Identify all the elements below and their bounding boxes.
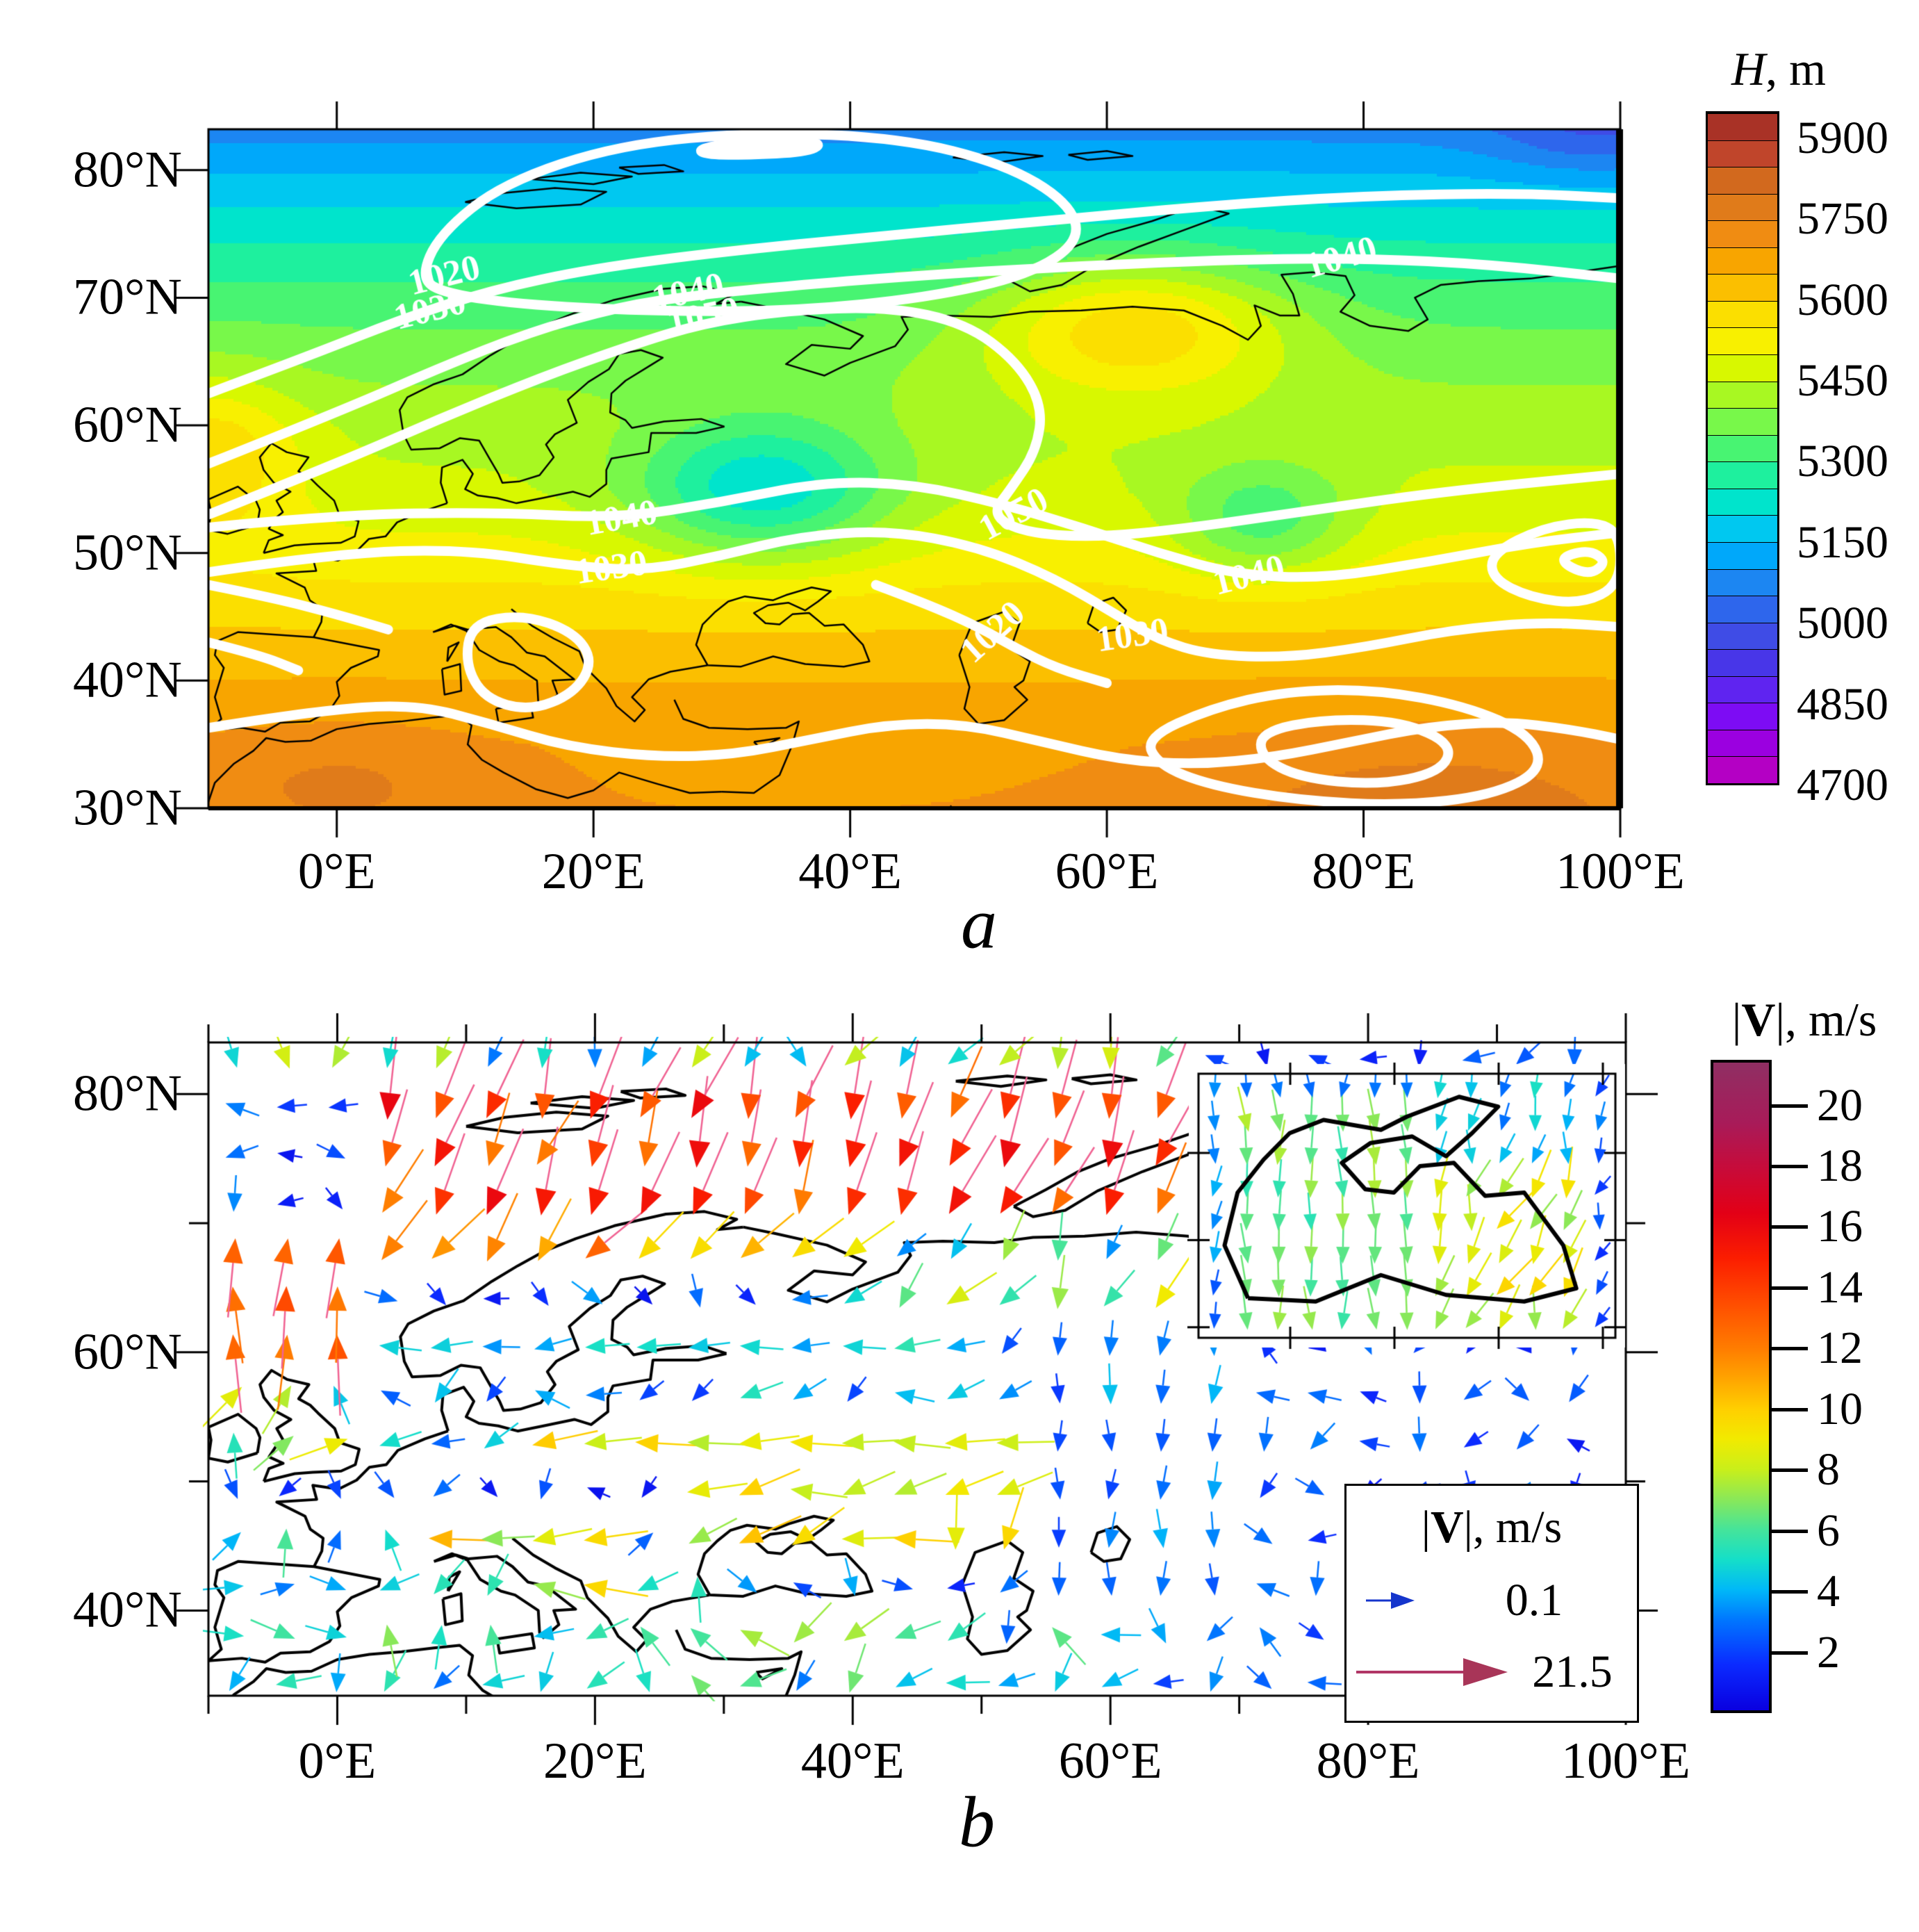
- vector-scale-legend: |V|, m/s 0.1 21.5: [1344, 1484, 1639, 1723]
- colorbar-a-segment: [1708, 488, 1777, 516]
- colorbar-a-segment: [1708, 354, 1777, 382]
- lat-tick-label: 70°N: [72, 268, 182, 326]
- colorbar-b-title: |V|, m/s: [1732, 992, 1877, 1047]
- colorbar-b-title-var: |V|: [1731, 993, 1786, 1046]
- colorbar-a-tick-label: 5600: [1797, 274, 1888, 325]
- lat-tick-label: 60°N: [72, 396, 182, 454]
- colorbar-a-segment: [1708, 140, 1777, 167]
- colorbar-a-segment: [1708, 408, 1777, 435]
- colorbar-b-tick-label: 18: [1817, 1140, 1863, 1192]
- colorbar-b-tick: [1772, 1407, 1808, 1411]
- colorbar-a-segment: [1708, 434, 1777, 462]
- colorbar-b-tick: [1772, 1651, 1808, 1655]
- lon-tick-label: 40°E: [800, 1733, 905, 1790]
- colorbar-a-tick-label: 5750: [1797, 193, 1888, 245]
- lon-tick-label: 60°E: [1055, 843, 1159, 900]
- lon-tick-label: 0°E: [297, 843, 376, 900]
- lon-tick-label: 80°E: [1312, 843, 1415, 900]
- colorbar-a: [1706, 111, 1779, 785]
- colorbar-b-tick: [1772, 1347, 1808, 1351]
- lon-tick-label: 100°E: [1556, 843, 1685, 900]
- panel-a-letter: a: [961, 883, 997, 964]
- colorbar-a-tick-label: 5900: [1797, 112, 1888, 163]
- colorbar-a-segment: [1708, 220, 1777, 247]
- colorbar-a-segment: [1708, 729, 1777, 757]
- colorbar-a-segment: [1708, 300, 1777, 328]
- legend-value-min: 0.1: [1505, 1575, 1563, 1626]
- legend-title-unit: , m/s: [1472, 1502, 1563, 1553]
- lon-tick-label: 20°E: [541, 843, 645, 900]
- colorbar-a-tick-label: 5000: [1797, 598, 1888, 649]
- lat-tick-label: 40°N: [72, 1581, 182, 1639]
- lon-tick-label: 60°E: [1058, 1733, 1162, 1790]
- colorbar-b-title-unit: , m/s: [1785, 993, 1877, 1046]
- colorbar-a-segment: [1708, 113, 1777, 140]
- colorbar-a-segment: [1708, 622, 1777, 650]
- colorbar-a-segment: [1708, 274, 1777, 301]
- lat-tick-label: 30°N: [72, 779, 182, 837]
- colorbar-b-tick: [1772, 1590, 1808, 1594]
- legend-title: |V|, m/s: [1421, 1502, 1563, 1553]
- legend-arrow-small-icon: [1366, 1592, 1415, 1609]
- colorbar-b-tick: [1772, 1165, 1808, 1169]
- colorbar-a-title-var: H: [1731, 42, 1766, 95]
- colorbar-a-tick-label: 5150: [1797, 516, 1888, 568]
- colorbar-b-tick-label: 2: [1817, 1626, 1840, 1678]
- colorbar-a-segment: [1708, 327, 1777, 354]
- colorbar-a-segment: [1708, 676, 1777, 703]
- colorbar-b: [1711, 1060, 1772, 1713]
- colorbar-b-tick: [1772, 1286, 1808, 1290]
- colorbar-a-segment: [1708, 515, 1777, 542]
- colorbar-a-segment: [1708, 167, 1777, 194]
- panel-b-letter: b: [959, 1782, 995, 1863]
- lon-tick-label: 40°E: [798, 843, 903, 900]
- lon-tick-label: 80°E: [1316, 1733, 1420, 1790]
- lon-tick-label: 100°E: [1561, 1733, 1690, 1790]
- legend-title-v: V: [1430, 1502, 1464, 1553]
- colorbar-b-tick-label: 6: [1817, 1505, 1840, 1556]
- lat-tick-label: 40°N: [72, 651, 182, 709]
- legend-value-max: 21.5: [1532, 1646, 1613, 1697]
- legend-arrow-large-icon: [1356, 1658, 1508, 1686]
- colorbar-a-segment: [1708, 756, 1777, 783]
- colorbar-a-title-unit: , m: [1765, 42, 1827, 95]
- lat-tick-label: 50°N: [72, 524, 182, 582]
- lat-tick-label: 80°N: [72, 141, 182, 199]
- colorbar-b-tick: [1772, 1529, 1808, 1533]
- colorbar-a-title: H, m: [1731, 42, 1826, 97]
- colorbar-a-segment: [1708, 649, 1777, 676]
- colorbar-a-segment: [1708, 461, 1777, 489]
- lon-tick-label: 20°E: [543, 1733, 647, 1790]
- colorbar-a-segment: [1708, 568, 1777, 596]
- colorbar-b-tick-label: 10: [1817, 1383, 1863, 1434]
- colorbar-b-tick-label: 4: [1817, 1566, 1840, 1617]
- colorbar-b-tick: [1772, 1225, 1808, 1229]
- colorbar-a-segment: [1708, 596, 1777, 623]
- colorbar-a-segment: [1708, 247, 1777, 275]
- colorbar-b-tick-label: 8: [1817, 1444, 1840, 1496]
- colorbar-a-tick-label: 5450: [1797, 355, 1888, 406]
- colorbar-b-tick-label: 12: [1817, 1323, 1863, 1374]
- colorbar-b-tick: [1772, 1104, 1808, 1108]
- colorbar-b-title-v: V: [1741, 993, 1776, 1046]
- colorbar-a-tick-label: 5300: [1797, 436, 1888, 487]
- lon-tick-label: 0°E: [298, 1733, 377, 1790]
- colorbar-b-tick-label: 16: [1817, 1201, 1863, 1252]
- colorbar-a-tick-label: 4700: [1797, 760, 1888, 810]
- colorbar-a-tick-label: 4850: [1797, 678, 1888, 730]
- lat-tick-label: 60°N: [72, 1323, 182, 1381]
- colorbar-a-segment: [1708, 381, 1777, 409]
- colorbar-b-tick: [1772, 1468, 1808, 1473]
- lat-tick-label: 80°N: [72, 1065, 182, 1122]
- colorbar-b-tick-label: 14: [1817, 1261, 1863, 1313]
- colorbar-b-tick-label: 20: [1817, 1079, 1863, 1131]
- colorbar-a-segment: [1708, 193, 1777, 221]
- colorbar-a-segment: [1708, 541, 1777, 569]
- colorbar-a-segment: [1708, 703, 1777, 730]
